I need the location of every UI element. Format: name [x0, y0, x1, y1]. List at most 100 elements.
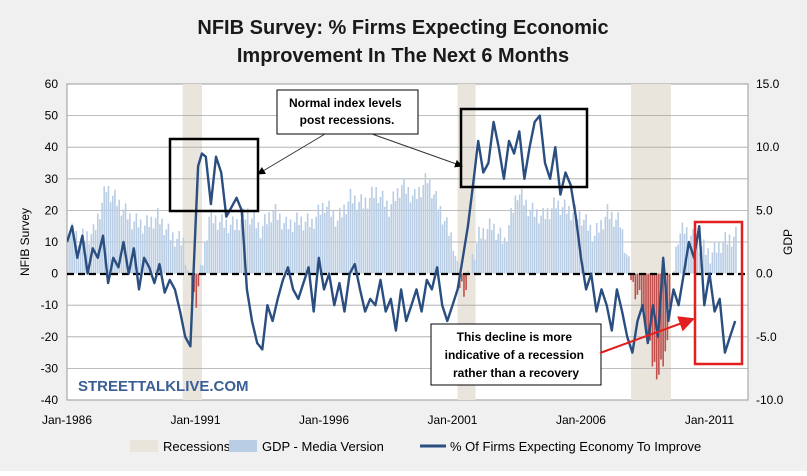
- gdp-bar: [354, 195, 356, 273]
- gdp-bar: [611, 212, 613, 274]
- gdp-bar: [305, 222, 307, 274]
- gdp-bar: [300, 217, 302, 274]
- gdp-bar: [266, 224, 268, 273]
- gdp-bar: [647, 274, 649, 337]
- gdp-bar: [315, 217, 317, 274]
- gdp-bar: [176, 239, 178, 274]
- gdp-bar: [279, 214, 281, 274]
- gdp-bar: [335, 227, 337, 274]
- gdp-bar: [285, 217, 287, 274]
- gdp-bar: [412, 196, 414, 274]
- gdp-bar: [238, 230, 240, 273]
- gdp-bar: [639, 274, 641, 290]
- x-tick-label: Jan-1986: [42, 413, 92, 427]
- gdp-bar: [635, 274, 637, 300]
- gdp-bar: [433, 195, 435, 274]
- gdp-bar: [181, 245, 183, 273]
- gdp-bar: [360, 194, 362, 273]
- gdp-bar: [506, 242, 508, 273]
- gdp-bar: [512, 213, 514, 274]
- gdp-bar: [502, 244, 504, 274]
- gdp-bar: [410, 202, 412, 273]
- gdp-bar: [390, 204, 392, 274]
- gdp-bar: [399, 198, 401, 274]
- gdp-bar: [330, 217, 332, 274]
- gdp-bar: [350, 189, 352, 274]
- gdp-bar: [348, 202, 350, 274]
- gdp-bar: [602, 229, 604, 273]
- gdp-bar: [425, 173, 427, 273]
- gdp-bar: [202, 265, 204, 273]
- gdp-bar: [560, 215, 562, 274]
- gdp-bar: [472, 254, 474, 274]
- gdp-bar: [662, 274, 664, 367]
- gdp-bar: [429, 180, 431, 274]
- gdp-bar: [339, 208, 341, 274]
- gdp-bar: [570, 220, 572, 273]
- gdp-bar: [341, 217, 343, 273]
- gdp-bar: [273, 210, 275, 273]
- gdp-bar: [140, 219, 142, 273]
- gdp-bar: [386, 201, 388, 274]
- gdp-bar: [542, 208, 544, 274]
- gdp-bar: [221, 214, 223, 273]
- gdp-bar: [722, 242, 724, 274]
- gdp-bar: [566, 214, 568, 274]
- gdp-bar: [298, 225, 300, 274]
- gdp-bar: [251, 218, 253, 273]
- gdp-bar: [716, 253, 718, 274]
- gdp-bar: [264, 214, 266, 273]
- gdp-bar: [540, 216, 542, 274]
- gdp-bar: [523, 205, 525, 273]
- gdp-bar: [637, 274, 639, 295]
- gdp-bar: [204, 242, 206, 274]
- gdp-bar: [365, 198, 367, 274]
- gdp-bar: [727, 244, 729, 273]
- gdp-bar: [714, 242, 716, 274]
- gdp-bar: [277, 220, 279, 274]
- gdp-bar: [622, 229, 624, 273]
- gdp-bar: [562, 207, 564, 273]
- gdp-bar: [373, 198, 375, 274]
- legend-label-nfib: % Of Firms Expecting Economy To Improve: [450, 439, 701, 454]
- gdp-bar: [296, 213, 298, 274]
- gdp-bar: [705, 255, 707, 274]
- gdp-bar: [538, 223, 540, 273]
- gdp-bar: [253, 212, 255, 273]
- gdp-bar: [183, 238, 185, 274]
- gdp-bar: [234, 230, 236, 274]
- gdp-bar: [480, 238, 482, 273]
- gdp-bar: [217, 230, 219, 274]
- gdp-bar: [510, 208, 512, 274]
- gdp-bar: [352, 203, 354, 273]
- left-tick-label: -30: [41, 361, 59, 375]
- gdp-bar: [489, 218, 491, 273]
- gdp-bar: [677, 245, 679, 274]
- gdp-bar: [592, 241, 594, 273]
- right-tick-label: -10.0: [756, 393, 784, 407]
- gdp-bar: [474, 260, 476, 274]
- gdp-bar: [461, 274, 463, 282]
- left-tick-label: 60: [45, 77, 59, 91]
- gdp-bar: [555, 209, 557, 274]
- gdp-bar: [275, 204, 277, 274]
- gdp-bar: [283, 223, 285, 274]
- gdp-bar: [427, 183, 429, 273]
- gdp-bar: [384, 207, 386, 274]
- gdp-bar: [151, 217, 153, 274]
- left-tick-label: 20: [45, 203, 59, 217]
- gdp-bar: [166, 229, 168, 273]
- gdp-bar: [225, 219, 227, 273]
- gdp-bar: [422, 185, 424, 273]
- gdp-bar: [326, 207, 328, 274]
- gdp-bar: [144, 226, 146, 274]
- right-tick-label: 10.0: [756, 140, 780, 154]
- gdp-bar: [178, 231, 180, 274]
- gdp-bar: [457, 261, 459, 274]
- gdp-bar: [380, 197, 382, 274]
- gdp-bar: [497, 234, 499, 274]
- gdp-bar: [585, 214, 587, 273]
- x-tick-label: Jan-2006: [556, 413, 606, 427]
- left-tick-label: 40: [45, 140, 59, 154]
- gdp-bar: [617, 213, 619, 274]
